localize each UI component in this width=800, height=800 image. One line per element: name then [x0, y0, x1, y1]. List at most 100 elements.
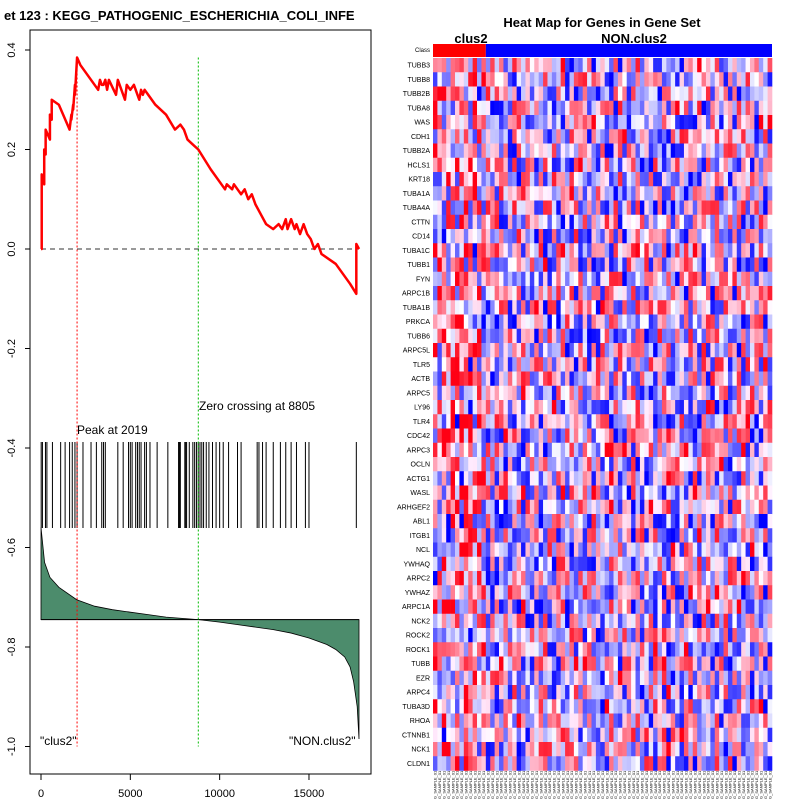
heatmap-cell: [455, 143, 460, 159]
heatmap-cell: [591, 699, 597, 714]
heatmap-cell: [534, 172, 539, 187]
heatmap-cell: [723, 229, 729, 244]
heatmap-cell: [661, 471, 667, 486]
heatmap-cell: [653, 257, 658, 273]
heatmap-row: [433, 656, 773, 672]
heatmap-cell: [758, 514, 764, 529]
heatmap-cell: [701, 58, 707, 73]
heatmap-cell: [622, 442, 628, 458]
heatmap-cell: [714, 243, 720, 258]
gene-label: NCL: [416, 547, 430, 554]
heatmap-cell: [455, 100, 460, 116]
heatmap-cell: [450, 556, 456, 572]
heatmap-cell: [441, 699, 447, 714]
heatmap-cell: [719, 542, 724, 558]
heatmap-cell: [455, 186, 460, 201]
heatmap-cell: [547, 471, 553, 486]
heatmap-cell: [587, 428, 592, 444]
heatmap-cell: [697, 499, 702, 515]
heatmap-cell: [595, 571, 601, 586]
heatmap-cell: [617, 271, 623, 287]
heatmap-cell: [534, 713, 539, 729]
heatmap-cell: [534, 100, 539, 116]
heatmap-cell: [556, 72, 561, 87]
heatmap-cell: [635, 257, 641, 273]
heatmap-cell: [463, 471, 469, 486]
heatmap-cell: [521, 186, 526, 201]
gene-label: NCK1: [411, 747, 430, 754]
heatmap-cell: [547, 442, 553, 458]
heatmap-cell: [551, 100, 557, 116]
heatmap-cell: [710, 257, 716, 273]
heatmap-cell: [556, 143, 561, 159]
heatmap-cell: [441, 656, 447, 672]
heatmap-cell: [468, 656, 473, 672]
heatmap-cell: [613, 742, 619, 757]
heatmap-cell: [503, 115, 509, 130]
heatmap-cell: [754, 542, 760, 558]
heatmap-cell: [534, 528, 539, 543]
heatmap-cell: [587, 756, 592, 771]
heatmap-cell: [490, 514, 495, 529]
heatmap-cell: [697, 699, 702, 714]
heatmap-cell: [459, 186, 465, 201]
heatmap-cell: [631, 642, 636, 657]
heatmap-cell: [679, 528, 685, 543]
heatmap-cell: [543, 371, 548, 387]
heatmap-cell: [688, 385, 694, 401]
heatmap-cell: [679, 585, 685, 600]
sample-label: G_SAMPLE_01: [490, 770, 495, 799]
heatmap-cell: [560, 86, 566, 102]
heatmap-cell: [468, 100, 473, 116]
heatmap-cell: [543, 200, 548, 216]
gene-labels: TUBB3TUBB8TUBB2BTUBA8WASCDH1TUBB2AHCLS1K…: [397, 63, 431, 768]
heatmap-cell: [648, 428, 654, 444]
heatmap-cell: [433, 172, 438, 187]
heatmap-cell: [648, 371, 654, 387]
heatmap-cell: [503, 514, 509, 529]
heatmap-cell: [661, 428, 667, 444]
heatmap-cell: [617, 186, 623, 201]
heatmap-cell: [679, 271, 685, 287]
heatmap-cell: [635, 528, 641, 543]
heatmap-cell: [521, 243, 526, 258]
heatmap-cell: [441, 157, 447, 173]
heatmap-cell: [582, 514, 588, 529]
heatmap-cell: [490, 343, 495, 358]
heatmap-cell: [692, 385, 698, 401]
heatmap-cell: [525, 371, 531, 387]
heatmap-cell: [450, 115, 456, 130]
heatmap-cell: [477, 300, 482, 315]
heatmap-cell: [679, 243, 685, 258]
heatmap-cell: [573, 670, 579, 686]
heatmap-cell: [477, 129, 482, 144]
heatmap-cell: [446, 186, 451, 201]
heatmap-cell: [604, 243, 610, 258]
heatmap-cell: [468, 428, 473, 444]
heatmap-cell: [525, 642, 531, 657]
heatmap-cell: [485, 343, 491, 358]
heatmap-cell: [679, 756, 685, 771]
heatmap-cell: [705, 371, 711, 387]
heatmap-cell: [666, 442, 672, 458]
heatmap-cell: [521, 343, 526, 358]
heatmap-cell: [714, 499, 720, 515]
heatmap-cell: [507, 100, 513, 116]
heatmap-cell: [565, 713, 570, 729]
heatmap-title: Heat Map for Genes in Gene Set: [503, 15, 701, 30]
heatmap-row: [433, 428, 773, 444]
heatmap-cell: [595, 670, 601, 686]
heatmap-cell: [609, 585, 614, 600]
heatmap-cell: [732, 400, 738, 415]
heatmap-cell: [657, 172, 663, 187]
heatmap-cell: [635, 115, 641, 130]
heatmap-cell: [543, 414, 548, 429]
heatmap-cell: [631, 172, 636, 187]
heatmap-cell: [727, 428, 733, 444]
heatmap-cell: [719, 571, 724, 586]
heatmap-cell: [600, 385, 606, 401]
heatmap-cell: [468, 257, 473, 273]
heatmap-cell: [745, 129, 751, 144]
heatmap-cell: [485, 129, 491, 144]
heatmap-cell: [609, 571, 614, 586]
